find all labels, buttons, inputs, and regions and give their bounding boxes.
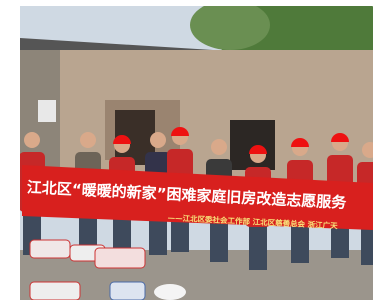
- trees: [190, 0, 270, 50]
- person-head: [80, 132, 96, 148]
- scene: 江北区“暖暖的新家”困难家庭旧房改造志愿服务 ——江北区委社会工作部 江北区慈善…: [19, 0, 373, 300]
- person-legs: [249, 225, 267, 270]
- photo: 江北区“暖暖的新家”困难家庭旧房改造志愿服务 ——江北区委社会工作部 江北区慈善…: [0, 0, 373, 302]
- page: 江北区“暖暖的新家”困难家庭旧房改造志愿服务 ——江北区委社会工作部 江北区慈善…: [0, 0, 373, 302]
- bucket: [154, 284, 186, 300]
- person-head: [211, 139, 227, 155]
- ac-unit: [38, 100, 56, 122]
- person-head: [24, 132, 40, 148]
- person-head: [150, 132, 166, 148]
- doorway: [230, 120, 275, 170]
